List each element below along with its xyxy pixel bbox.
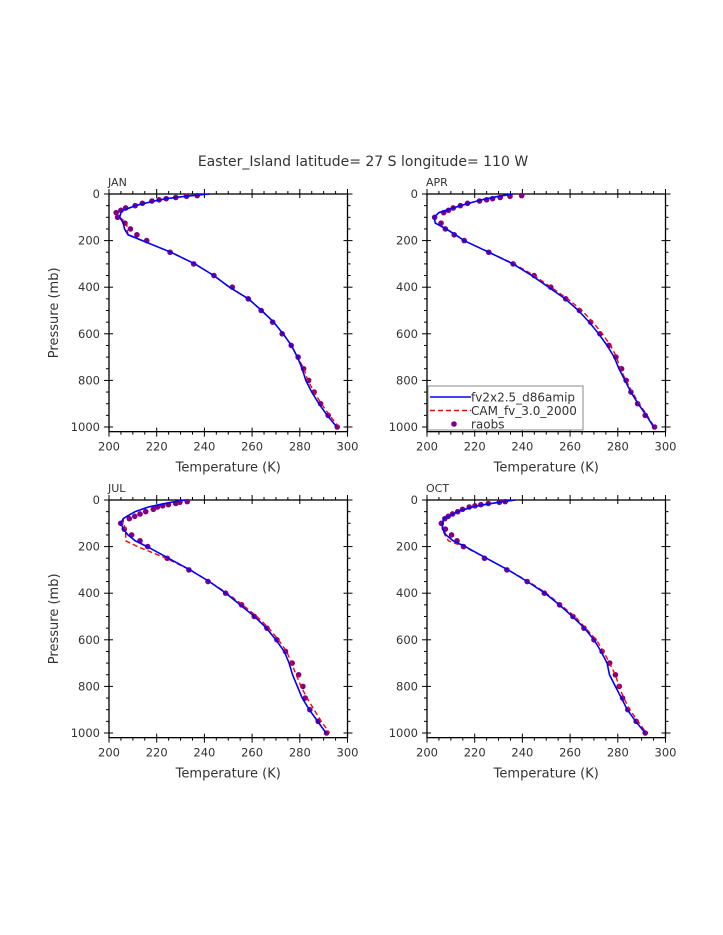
x-tick-label: 280 — [607, 440, 629, 454]
series-line-fv2x2-5 — [118, 193, 338, 428]
series-line-fv2x2-5 — [433, 193, 655, 428]
raob-point — [448, 532, 455, 538]
series-line-fv2x2-5 — [441, 499, 646, 734]
x-tick-label: 240 — [511, 440, 533, 454]
y-tick-label: 800 — [396, 373, 418, 387]
x-tick-label: 220 — [146, 440, 168, 454]
x-tick-label: 200 — [416, 746, 438, 760]
raob-point — [137, 511, 143, 517]
x-axis-label: Temperature (K) — [175, 461, 281, 476]
y-tick-label: 600 — [78, 327, 100, 341]
y-tick-label: 400 — [396, 586, 418, 600]
raob-point — [142, 508, 149, 515]
raob-point — [127, 226, 134, 232]
x-tick-label: 200 — [416, 440, 438, 454]
x-tick-label: 260 — [559, 746, 581, 760]
x-tick-label: 240 — [193, 440, 215, 454]
x-tick-label: 220 — [464, 440, 486, 454]
x-axis-label: Temperature (K) — [493, 767, 599, 782]
plot-frame — [108, 499, 349, 739]
series-line-cam-fv — [118, 193, 340, 428]
x-tick-label: 300 — [337, 746, 359, 760]
y-tick-label: 0 — [411, 187, 418, 201]
y-tick-label: 200 — [78, 234, 100, 248]
panel-jan: JAN 200 220 240 260 280 300 0 200 400 600 800 1000 Te… — [47, 176, 358, 476]
plot-frame — [426, 499, 667, 739]
x-tick-label: 220 — [146, 746, 168, 760]
x-tick-label: 200 — [98, 440, 120, 454]
y-tick-label: 200 — [396, 234, 418, 248]
y-tick-label: 200 — [396, 540, 418, 554]
y-tick-label: 0 — [93, 493, 100, 507]
raob-point — [134, 231, 140, 238]
panel-label: APR — [426, 176, 448, 189]
y-tick-label: 600 — [396, 327, 418, 341]
y-axis-label: Pressure (mb) — [47, 573, 62, 664]
y-tick-label: 200 — [78, 540, 100, 554]
series-line-fv2x2-5 — [120, 499, 327, 734]
x-tick-label: 300 — [655, 440, 677, 454]
raob-point — [438, 220, 444, 226]
series-line-cam-fv — [441, 499, 647, 734]
y-tick-label: 0 — [93, 187, 100, 201]
panel-label: JUL — [107, 482, 126, 495]
raob-point — [131, 513, 138, 520]
y-tick-label: 1000 — [71, 726, 100, 740]
panel-apr: APR 200 220 240 260 280 300 0 200 400 600 800 1000 Te… — [389, 176, 677, 476]
x-tick-label: 240 — [193, 746, 215, 760]
x-tick-label: 240 — [511, 746, 533, 760]
x-axis-label: Temperature (K) — [175, 767, 281, 782]
x-tick-label: 280 — [289, 440, 311, 454]
x-tick-label: 200 — [98, 746, 120, 760]
raob-point — [612, 671, 619, 678]
y-tick-label: 1000 — [71, 420, 100, 434]
y-tick-label: 400 — [78, 586, 100, 600]
raob-point — [518, 192, 525, 199]
x-tick-label: 260 — [241, 440, 263, 454]
raob-point — [126, 515, 133, 522]
x-tick-label: 300 — [655, 746, 677, 760]
y-tick-label: 1000 — [389, 420, 418, 434]
legend-marker-icon — [451, 421, 457, 427]
chart-title: Easter_Island latitude= 27 S longitude= … — [198, 154, 528, 170]
x-tick-label: 220 — [464, 746, 486, 760]
y-tick-label: 1000 — [389, 726, 418, 740]
x-tick-label: 300 — [337, 440, 359, 454]
legend-label: fv2x2.5_d86amip — [471, 391, 575, 405]
y-tick-label: 800 — [78, 373, 100, 387]
y-tick-label: 600 — [78, 633, 100, 647]
x-tick-label: 280 — [289, 746, 311, 760]
raob-point — [184, 498, 191, 505]
raob-point — [150, 506, 157, 513]
panel-oct: OCT 200 220 240 260 280 300 0 200 400 600 800 1000 Te… — [389, 482, 677, 782]
x-tick-label: 280 — [607, 746, 629, 760]
y-axis-label: Pressure (mb) — [47, 267, 62, 358]
panel-jul: JUL 200 220 240 260 280 300 0 200 400 600 800 1000 Te… — [47, 482, 358, 782]
panel-label: OCT — [426, 482, 449, 495]
legend-label: CAM_fv_3.0_2000 — [471, 404, 577, 418]
y-tick-label: 800 — [396, 679, 418, 693]
raob-point — [300, 683, 306, 690]
y-tick-label: 400 — [396, 280, 418, 294]
y-tick-label: 600 — [396, 633, 418, 647]
raob-point — [113, 209, 119, 216]
y-tick-label: 800 — [78, 679, 100, 693]
panel-label: JAN — [107, 176, 127, 189]
y-tick-label: 0 — [411, 493, 418, 507]
x-tick-label: 260 — [559, 440, 581, 454]
x-tick-label: 260 — [241, 746, 263, 760]
plot-frame — [108, 193, 349, 433]
series-line-cam-fv — [433, 193, 655, 428]
x-axis-label: Temperature (K) — [493, 461, 599, 476]
series-line-cam-fv — [122, 499, 331, 734]
raob-point — [114, 214, 121, 221]
legend-label: raobs — [471, 418, 505, 432]
y-tick-label: 400 — [78, 280, 100, 294]
